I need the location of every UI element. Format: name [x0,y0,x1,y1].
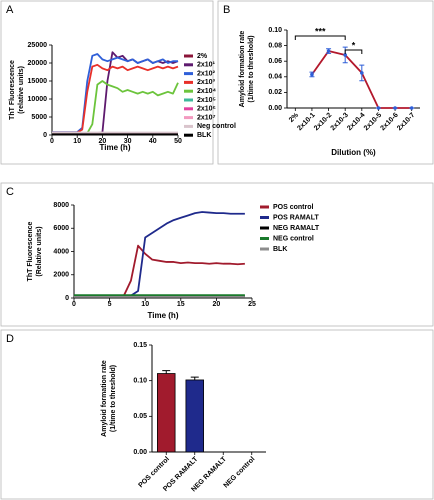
y-axis-label: Amyloid formation rate [101,360,108,437]
x-axis-label: Dilution (%) [331,148,376,157]
x-tick-label: 2% [288,111,301,124]
panel-frame [217,0,434,165]
x-tick-label: 0 [50,138,54,145]
y-axis-label: (1/time to threshold) [110,365,117,432]
panel-letter: C [6,186,14,198]
point [343,53,347,57]
y-tick-label: 0.15 [133,342,147,349]
x-tick-label: 10 [141,301,149,308]
y-tick-label: 0 [65,295,69,302]
y-tick-label: 0 [43,132,47,139]
line [74,211,245,297]
y-tick-label: 0.04 [268,74,282,81]
annotation: * [352,40,356,50]
x-tick-label: 10 [73,138,81,145]
y-tick-label: 25000 [28,42,48,49]
legend-label: 2x10⁶ [197,106,216,113]
annotation: *** [315,26,326,36]
legend-label: BLK [273,246,287,253]
point [360,71,364,75]
legend-label: POS control [273,204,314,211]
y-tick-label: 0.06 [268,58,282,65]
panel-letter: A [6,4,14,16]
point [393,106,397,110]
error-bar [162,370,171,374]
x-tick-label: 25 [248,301,256,308]
x-tick-label: 20 [99,138,107,145]
x-tick-label: 50 [174,138,182,145]
bar [157,373,176,453]
y-tick-label: 0.05 [133,413,147,420]
legend-label: 2% [197,53,208,60]
panel-frame [0,329,434,500]
significance-bracket [294,35,346,40]
line [52,80,179,135]
bar [185,379,204,453]
panel-letter: B [223,4,230,16]
y-tick-label: 20000 [28,60,48,67]
y-tick-label: 10000 [28,96,48,103]
y-tick-label: 0.10 [268,27,282,34]
legend-label: 2x10¹ [197,62,216,69]
legend-label: Neg control [197,123,236,130]
point [409,106,414,110]
legend-label: 2x10⁷ [197,114,216,121]
y-axis-label: (1/time to threshold) [248,35,255,102]
line [74,244,245,297]
x-tick-label: 40 [149,138,157,145]
y-tick-label: 0.08 [268,42,282,49]
y-axis-label: (relative units) [18,66,25,114]
y-tick-label: 4000 [53,248,69,255]
legend-label: 2x10⁵ [197,97,216,104]
y-axis-label: (Relative units) [36,226,43,276]
y-tick-label: 0.02 [268,89,282,96]
y-tick-label: 8000 [53,202,69,209]
line [52,53,178,134]
y-axis-label: ThT Fluorescence [9,60,16,120]
y-tick-label: 0.10 [133,378,147,385]
y-tick-label: 0.00 [133,449,147,456]
panel-frame [0,0,214,165]
line [52,51,179,134]
legend-label: 2x10² [197,70,216,77]
panel-letter: D [6,333,14,345]
point [310,72,314,77]
y-axis-label: ThT Fluorescence [27,221,34,281]
y-tick-label: 5000 [31,114,47,121]
error-bar [190,376,199,380]
legend-label: POS RAMALT [273,214,319,221]
point [326,49,331,53]
x-tick-label: 2x10-7 [396,112,416,132]
panel-frame [0,182,434,327]
y-tick-label: 2000 [53,272,69,279]
significance-bracket [344,49,363,54]
legend-label: NEG control [273,235,314,242]
x-tick-label: 0 [72,301,76,308]
x-tick-label: 5 [108,301,112,308]
y-tick-label: 6000 [53,225,69,232]
x-tick-label: 30 [124,138,132,145]
line [52,63,179,134]
point [376,106,381,110]
legend-label: BLK [197,132,211,139]
y-tick-label: 15000 [28,78,48,85]
x-axis-label: Time (h) [100,143,131,152]
x-axis-label: Time (h) [148,311,179,320]
y-axis-label: Amyloid formation rate [239,31,246,108]
x-tick-label: 20 [213,301,221,308]
legend-label: NEG RAMALT [273,225,320,232]
legend-label: 2x10³ [197,79,216,86]
y-tick-label: 0.00 [268,105,282,112]
x-tick-label: 15 [177,301,185,308]
legend-label: 2x10⁴ [197,88,217,95]
